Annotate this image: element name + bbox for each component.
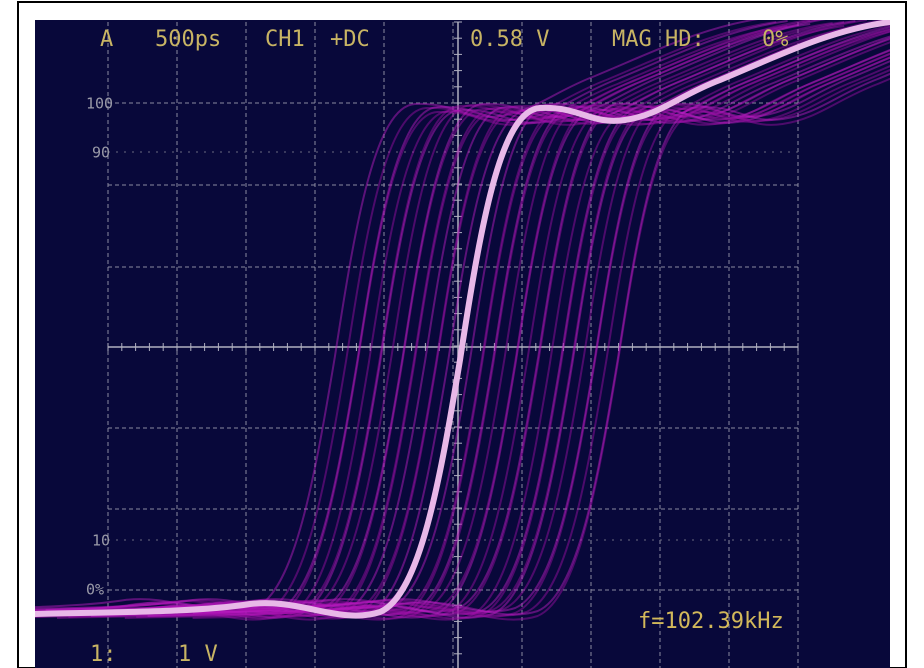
- mode: MAG HD:: [612, 27, 705, 52]
- frequency: f=102.39kHz: [638, 609, 784, 634]
- scale-label: 0%: [86, 581, 104, 599]
- oscilloscope-screenshot: A 500ps CH1 +DC 0.58 V MAG HD: 0% 100 90…: [0, 0, 924, 668]
- scale-label: 90: [92, 144, 110, 162]
- footer-scale: 1 V: [178, 642, 218, 667]
- channel: CH1: [265, 27, 305, 52]
- trigger: A: [100, 27, 113, 52]
- footer-channel: 1:: [90, 642, 117, 667]
- level: 0.58 V: [470, 27, 549, 52]
- coupling: +DC: [330, 27, 370, 52]
- timebase: 500ps: [155, 27, 221, 52]
- scale-label: 100: [86, 95, 113, 113]
- percent: 0%: [762, 27, 789, 52]
- scale-label: 10: [92, 532, 110, 550]
